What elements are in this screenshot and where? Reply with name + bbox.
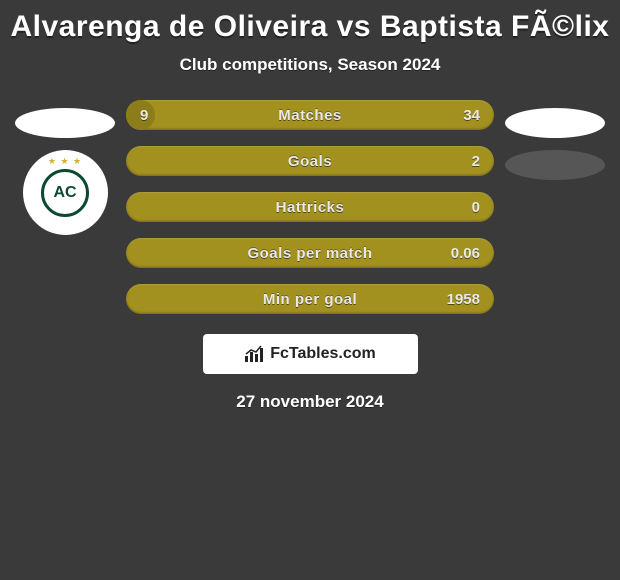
left-player-column: ★ ★ ★ AC (10, 100, 120, 235)
brand-box: FcTables.com (203, 334, 418, 374)
stat-bar: Goals per match 0.06 (126, 238, 494, 268)
stat-bar-right-value: 0.06 (451, 245, 480, 262)
stat-bar-left-value: 9 (140, 107, 148, 124)
stat-bar-right-value: 34 (463, 107, 480, 124)
stat-bar: Hattricks 0 (126, 192, 494, 222)
left-player-avatar (15, 108, 115, 138)
stat-bar-label: Min per goal (263, 291, 357, 308)
footer-date: 27 november 2024 (0, 374, 620, 430)
bar-chart-icon (244, 345, 266, 363)
stat-bar-right-value: 2 (472, 153, 480, 170)
page-subtitle: Club competitions, Season 2024 (0, 49, 620, 100)
stat-bar: Matches 9 34 (126, 100, 494, 130)
page-title: Alvarenga de Oliveira vs Baptista FÃ©lix (0, 0, 620, 49)
brand-text: FcTables.com (270, 345, 376, 363)
shield-icon: AC (41, 169, 89, 217)
stat-bar-label: Goals (288, 153, 332, 170)
stat-bar-right-value: 0 (472, 199, 480, 216)
right-player-column (500, 100, 610, 180)
stat-bar-label: Hattricks (276, 199, 345, 216)
right-player-avatar (505, 108, 605, 138)
stat-bar-right-value: 1958 (447, 291, 480, 308)
left-club-badge: ★ ★ ★ AC (23, 150, 108, 235)
comparison-panel: ★ ★ ★ AC Matches 9 34 Goals 2 Hattricks 0 Goals… (0, 100, 620, 314)
badge-stars-icon: ★ ★ ★ (48, 156, 82, 167)
stat-bar-label: Goals per match (247, 245, 372, 262)
club-badge-letters: AC (53, 186, 76, 200)
stat-bar: Min per goal 1958 (126, 284, 494, 314)
stat-bar: Goals 2 (126, 146, 494, 176)
right-player-secondary-ellipse (505, 150, 605, 180)
stat-bars-container: Matches 9 34 Goals 2 Hattricks 0 Goals per matc… (120, 100, 500, 314)
stat-bar-label: Matches (278, 107, 342, 124)
